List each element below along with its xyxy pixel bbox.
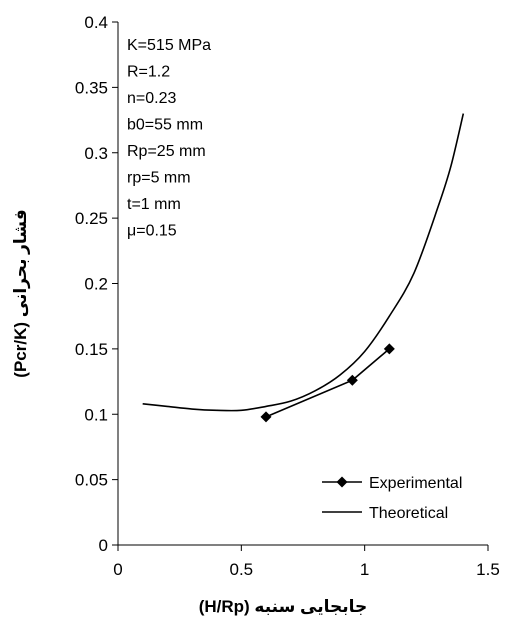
legend-swatch-marker bbox=[336, 476, 348, 488]
data-point bbox=[383, 343, 395, 355]
x-tick-label: 1 bbox=[360, 560, 369, 579]
parameter-line: μ=0.15 bbox=[127, 223, 177, 240]
data-point bbox=[260, 411, 272, 423]
x-axis-title: جابجایی سنبه (H/Rp) bbox=[199, 597, 368, 616]
legend-label: Theoretical bbox=[369, 505, 448, 522]
y-tick-label: 0.4 bbox=[84, 13, 108, 32]
y-tick-label: 0.1 bbox=[84, 405, 108, 424]
y-axis-title: فشار بحرانی (Pcr/K) bbox=[11, 209, 31, 377]
legend: Experimental Theoretical bbox=[322, 475, 462, 522]
series-layer bbox=[142, 113, 465, 423]
data-point bbox=[346, 374, 358, 386]
parameter-line: t=1 mm bbox=[127, 196, 181, 213]
series-line bbox=[142, 113, 465, 412]
parameter-line: R=1.2 bbox=[127, 64, 170, 81]
x-tick-label: 0 bbox=[113, 560, 122, 579]
series-theoretical bbox=[142, 113, 465, 412]
y-tick-label: 0.35 bbox=[75, 78, 108, 97]
parameters-box: K=515 MPa R=1.2 n=0.23 b0=55 mm Rp=25 mm rp=5… bbox=[127, 37, 211, 240]
y-tick-label: 0.05 bbox=[75, 471, 108, 490]
parameter-line: n=0.23 bbox=[127, 90, 176, 107]
y-tick-label: 0.25 bbox=[75, 209, 108, 228]
parameter-line: rp=5 mm bbox=[127, 170, 191, 187]
legend-label: Experimental bbox=[369, 475, 462, 492]
y-tick-label: 0 bbox=[99, 536, 108, 555]
legend-item: Theoretical bbox=[322, 505, 448, 522]
legend-item: Experimental bbox=[322, 475, 462, 492]
y-tick-label: 0.2 bbox=[84, 275, 108, 294]
y-tick-label: 0.3 bbox=[84, 144, 108, 163]
x-tick-label: 0.5 bbox=[230, 560, 254, 579]
parameter-line: K=515 MPa bbox=[127, 37, 211, 54]
y-tick-label: 0.15 bbox=[75, 340, 108, 359]
series-experimental bbox=[260, 343, 395, 423]
parameter-line: Rp=25 mm bbox=[127, 143, 206, 160]
ticks: 0 0.05 0.1 0.15 0.2 0.25 0.3 0.35 0.4 0 0.5 1 1.5 bbox=[75, 13, 500, 579]
parameter-line: b0=55 mm bbox=[127, 117, 203, 134]
x-tick-label: 1.5 bbox=[476, 560, 500, 579]
